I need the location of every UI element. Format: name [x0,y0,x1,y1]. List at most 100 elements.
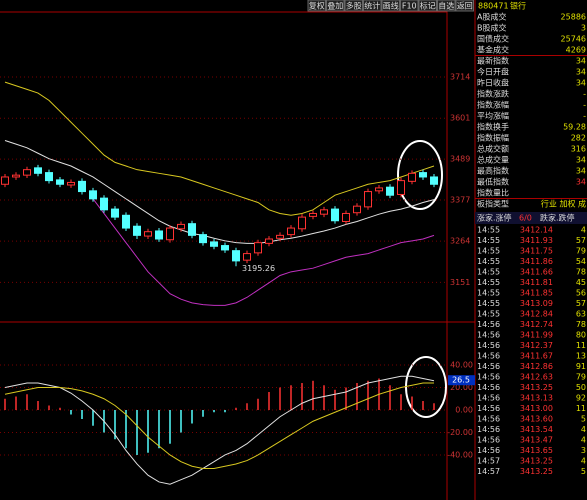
toolbar-button[interactable] [344,0,363,12]
tick-time: 14:56 [477,373,500,382]
toolbar-label[interactable]: F10 [402,2,417,11]
toolbar-button[interactable] [326,0,345,12]
tick-volume: 11 [576,404,586,413]
tick-volume: 54 [576,257,586,266]
tick-time: 14:55 [477,226,500,235]
toolbar-button[interactable] [381,0,400,12]
stat-value: 34 [576,57,586,66]
toolbar-label[interactable]: 画线 [383,1,399,11]
candle-body [89,190,97,200]
toolbar-button[interactable] [307,0,326,12]
toolbar-label[interactable]: 叠加 [327,1,343,11]
candle-body [320,209,328,215]
tick-time: 14:55 [477,236,500,245]
stat-value: - [583,101,586,110]
toolbar-label[interactable]: 返回 [457,2,473,11]
y-tick-label: 3714 [450,72,470,81]
candle-body [1,176,9,185]
y-tick-label: 40.00 [450,361,473,370]
toolbar-button[interactable] [437,0,456,12]
tick-price: 3413.25 [520,383,553,392]
stat-value: 59.28 [563,123,586,132]
toolbar-button[interactable] [400,0,419,12]
candle-body [364,191,372,208]
tick-price: 3411.99 [520,331,553,340]
candle-body [408,172,416,182]
tick-price: 3411.93 [520,236,553,245]
tick-volume: 63 [576,310,586,319]
candle-body [188,223,196,236]
candle-body [45,172,53,182]
stat-label: 最低指数 [477,177,509,187]
stat-value: 34 [576,178,586,187]
dea-line [4,382,434,469]
tick-volume: 78 [576,268,586,277]
toolbar-label[interactable]: 自选 [438,1,454,11]
y-tick-label: 20.00 [450,383,473,392]
candle-body [287,227,295,236]
stat-label: B股成交 [477,23,507,33]
tick-price: 3413.65 [520,446,553,455]
toolbar-label[interactable]: 统计 [364,1,380,11]
candle-body [221,245,229,251]
tick-time: 14:55 [477,289,500,298]
candle-body [177,223,185,230]
tick-volume: 92 [576,394,586,403]
tick-volume: 13 [576,352,586,361]
candle-body [397,180,405,195]
candle-body [23,169,31,176]
stat-label: 基金成交 [477,45,509,55]
current-value-box [448,375,475,386]
candle-body [122,214,130,229]
band-line [4,140,435,244]
tick-time: 14:55 [477,299,500,308]
stat-value: 34 [576,167,586,176]
toolbar-label[interactable]: 复权 [309,1,325,11]
tick-time: 14:56 [477,352,500,361]
stat-label: 指数涨跌 [477,89,509,99]
toolbar-button[interactable] [363,0,382,12]
stat-label: 最高指数 [477,166,509,176]
tick-volume: 5 [581,415,586,424]
tick-price: 3412.86 [520,362,553,371]
y-tick-label: -40.00 [447,450,473,459]
candle-body [375,187,383,192]
candle-body [265,238,273,244]
tick-price: 3413.25 [520,457,553,466]
tick-volume: 79 [576,247,586,256]
low-annotation: 3195.26 [242,264,275,273]
stat-label: 总成交量 [477,155,509,165]
tick-price: 3413.00 [520,404,553,413]
candle-body [111,208,119,218]
y-tick-label: 3601 [450,114,470,123]
stat-label: 指数涨幅 [477,100,509,110]
y-tick-label: 0.00 [455,406,473,415]
stat-label: 总成交额 [477,144,509,154]
toolbar-button[interactable] [455,0,474,12]
stock-code: 880471 [478,2,509,11]
tick-volume: 5 [581,467,586,476]
dif-line [4,375,435,485]
tick-price: 3413.09 [520,299,553,308]
tick-time: 14:56 [477,446,500,455]
tick-time: 14:55 [477,268,500,277]
candle-body [199,234,207,244]
candle-body [342,212,350,222]
tick-price: 3411.86 [520,257,553,266]
toolbar-label[interactable]: 多股 [346,1,362,11]
tick-volume: 78 [576,320,586,329]
stat-label: 今日开盘 [477,67,509,77]
stat-value: 25746 [561,35,586,44]
candle-body [78,180,86,193]
candle-body [419,172,427,178]
tick-price: 3411.75 [520,247,553,256]
tick-time: 14:56 [477,362,500,371]
tick-time: 14:56 [477,404,500,413]
tick-time: 14:55 [477,278,500,287]
toolbar-button[interactable] [418,0,437,12]
toolbar-label[interactable]: 标记 [420,1,436,11]
candle-body [232,250,240,262]
tick-volume: 91 [576,362,586,371]
